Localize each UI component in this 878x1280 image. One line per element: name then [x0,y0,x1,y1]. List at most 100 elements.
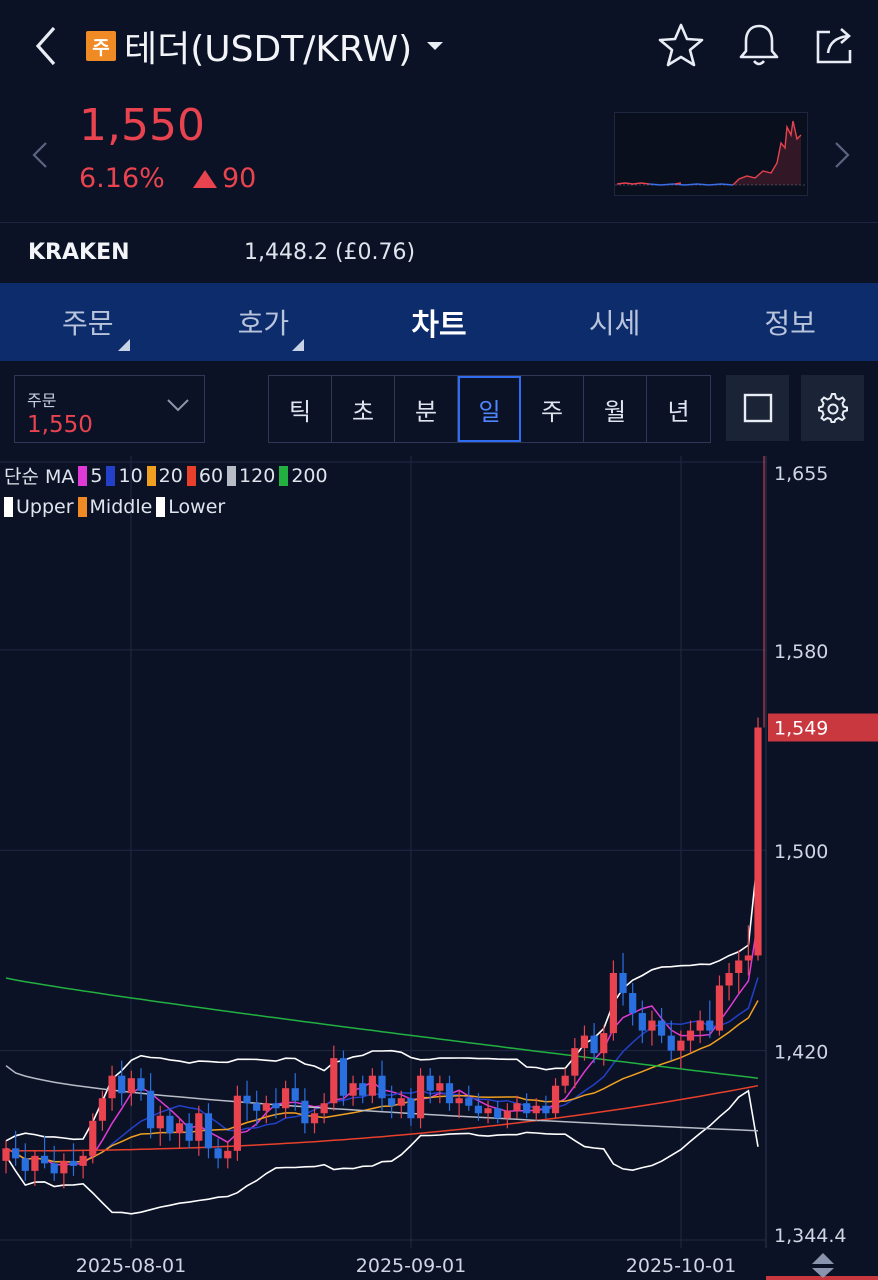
x-tick-label: 2025-10-01 [626,1255,736,1277]
period-tick[interactable]: 틱 [269,376,332,442]
candle-body [21,1158,29,1171]
candle-body [137,1078,145,1091]
ma-legend-title: 단순 MA [4,466,75,488]
divider [0,222,878,223]
candle-body [590,1035,598,1054]
candle-body [339,1058,348,1096]
asset-title-selector[interactable]: 주 테더(USDT/KRW) [86,24,444,70]
candle-body [368,1075,376,1096]
candle-body [166,1115,174,1134]
candle-body [310,1113,319,1124]
ma20-swatch [146,465,156,486]
candle-body [31,1155,39,1171]
period-minute[interactable]: 분 [395,376,458,442]
candle-body [243,1095,251,1104]
ma20-label: 20 [158,464,183,487]
scale-handle-icon [812,1268,834,1278]
tab-order[interactable]: 주문 [0,283,176,361]
candle-body [330,1058,338,1104]
next-asset-icon[interactable] [830,140,854,170]
back-icon[interactable] [28,22,68,70]
x-tick-label: 2025-09-01 [356,1255,466,1277]
chevron-down-icon [427,42,444,50]
candle-body [127,1078,135,1094]
period-day[interactable]: 일 [458,376,521,442]
change-amount: 90 [192,163,256,194]
lower-swatch [156,497,166,517]
period-second[interactable]: 초 [332,376,395,442]
candle-body [291,1088,299,1101]
tab-bar: 주문 호가 차트 시세 정보 [0,283,878,361]
share-icon[interactable] [810,20,860,70]
candle-body [426,1075,434,1091]
last-price-box [768,713,878,742]
tab-label: 정보 [764,307,816,340]
candle-body [301,1100,309,1124]
market-badge: 주 [86,31,116,61]
candle-body [320,1103,328,1114]
candle-body [214,1148,222,1159]
star-icon[interactable] [656,20,706,70]
candle-body [156,1115,164,1129]
candle-body [60,1160,68,1174]
period-week[interactable]: 주 [521,376,584,442]
middle-swatch [77,497,87,517]
fullscreen-button[interactable] [726,375,789,441]
candle-body [79,1155,87,1166]
bollinger-legend: Upper Middle Lower [4,496,225,518]
y-tick-label: 1,500 [774,841,828,863]
lower-label: Lower [168,496,226,518]
candle-body [542,1105,550,1114]
change-percent: 6.16% [79,163,165,194]
tab-info[interactable]: 정보 [702,283,878,361]
candle-body [50,1163,58,1174]
candle-body [465,1098,473,1106]
candle-body [397,1098,405,1106]
period-year[interactable]: 년 [667,397,690,426]
candle-body [561,1075,569,1086]
candle-body [40,1155,49,1164]
triangle-up-icon [193,169,217,188]
candle-body [98,1098,107,1121]
candle-body [754,727,762,956]
candle-body [378,1075,386,1099]
candle-body [272,1103,280,1109]
candle-body [735,960,743,973]
period-selector: 틱 초 분 일 주 월 년 [268,375,711,443]
candle-body [744,955,752,961]
last-price-label: 1,549 [774,718,828,740]
tab-label: 주문 [62,307,114,340]
candle-body [609,972,617,1034]
tab-quotes[interactable]: 시세 [527,283,703,361]
tab-orderbook[interactable]: 호가 [176,283,352,361]
candle-body [108,1075,116,1099]
candle-body [185,1123,193,1141]
candle-body [175,1123,184,1134]
bell-icon[interactable] [734,20,784,70]
candle-body [696,1020,704,1031]
settings-button[interactable] [801,375,864,441]
period-month[interactable]: 월 [584,376,647,442]
candle-body [629,993,637,1014]
candle-body [551,1085,560,1114]
candle-body [2,1148,10,1161]
candle-body [532,1105,540,1114]
middle-label: Middle [89,496,153,518]
submenu-indicator-icon [118,339,130,351]
candle-body [715,985,724,1031]
prev-asset-icon[interactable] [28,140,52,170]
ma5-line [5,920,759,1166]
candle-body [253,1103,261,1111]
candle-body [89,1120,97,1156]
ma5-swatch [78,465,88,486]
candle-body [706,1020,714,1031]
tab-chart[interactable]: 차트 [351,283,527,361]
y-tick-label: 1,580 [774,641,828,663]
candle-body [725,972,733,986]
order-select[interactable]: 주문 1,550 [14,375,205,443]
current-price: 1,550 [79,100,205,151]
candle-body [445,1083,454,1104]
candle-body [580,1035,589,1049]
ma10-swatch [106,465,116,486]
